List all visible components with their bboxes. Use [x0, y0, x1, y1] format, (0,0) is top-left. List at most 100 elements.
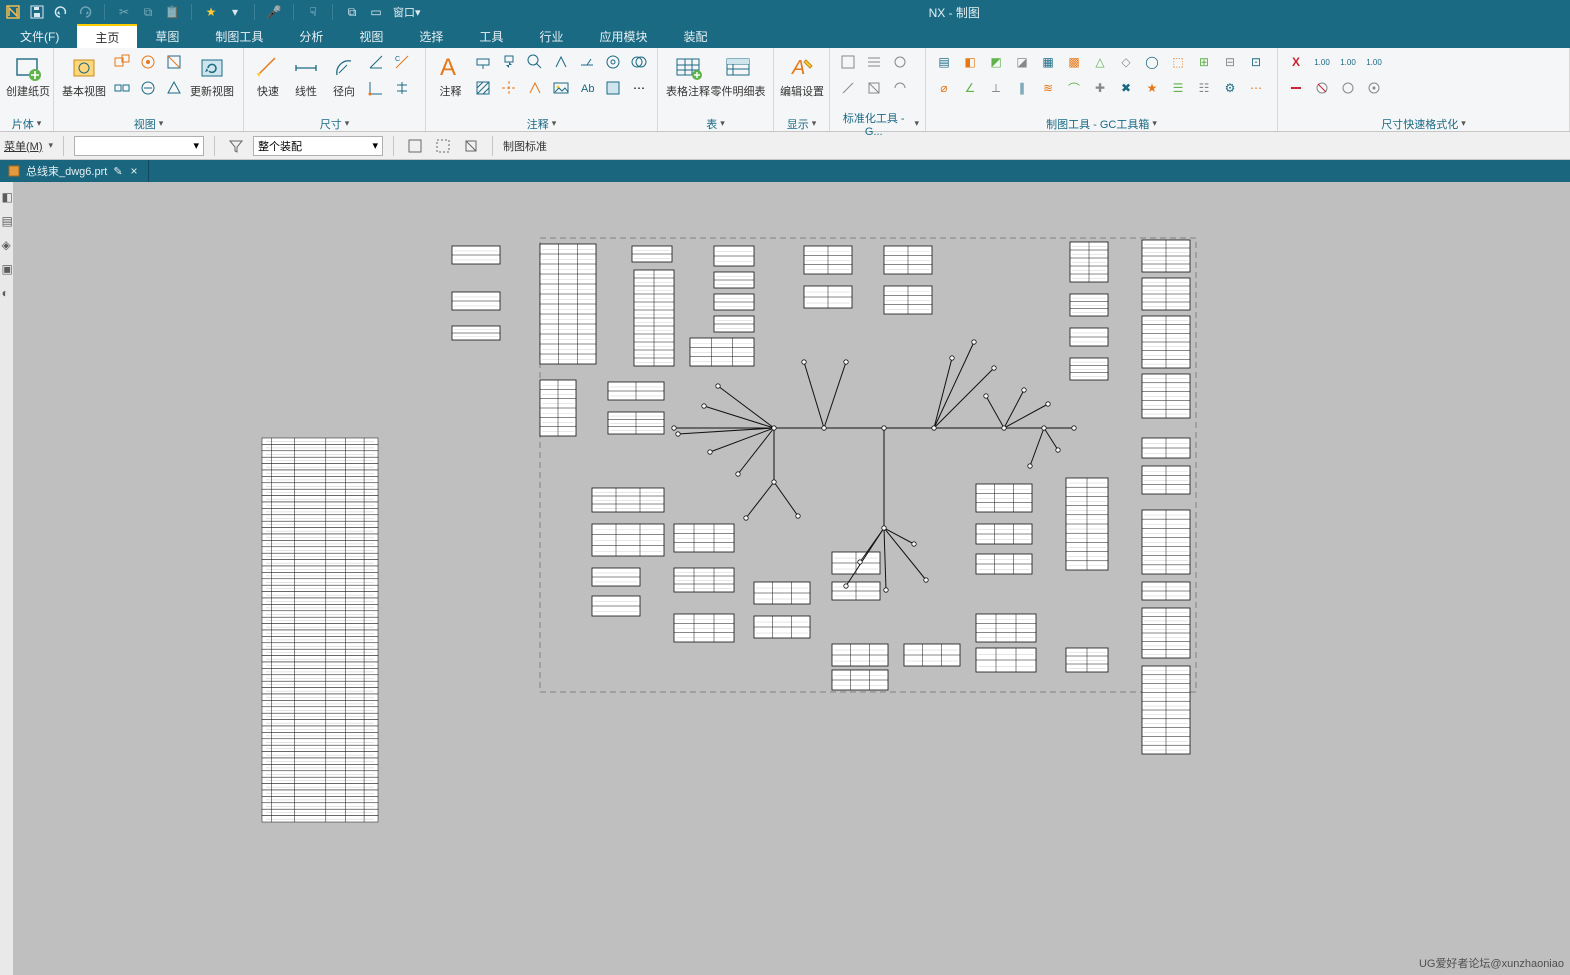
- dimfmt-7-icon[interactable]: [1336, 76, 1360, 100]
- gc-tool-23-icon[interactable]: ☰: [1166, 76, 1190, 100]
- gc-tool-18-icon[interactable]: ≋: [1036, 76, 1060, 100]
- symbol-icon[interactable]: [523, 76, 547, 100]
- save-icon[interactable]: [28, 3, 46, 21]
- gc-tool-15-icon[interactable]: ∠: [958, 76, 982, 100]
- balloon-icon[interactable]: [523, 50, 547, 74]
- weld-icon[interactable]: [575, 50, 599, 74]
- drawing-canvas[interactable]: UG爱好者论坛@xunzhaoniao: [14, 182, 1570, 975]
- window-menu[interactable]: 窗口▾: [391, 3, 423, 21]
- star-icon[interactable]: ★: [202, 3, 220, 21]
- gc-tool-6-icon[interactable]: ▩: [1062, 50, 1086, 74]
- copy-icon[interactable]: ⧉: [139, 3, 157, 21]
- sel-tool-2-icon[interactable]: [432, 135, 454, 157]
- angular-dim-icon[interactable]: [364, 50, 388, 74]
- gc-tool-7-icon[interactable]: △: [1088, 50, 1112, 74]
- tab-file[interactable]: 文件(F): [2, 24, 77, 48]
- gc-tool-2-icon[interactable]: ◧: [958, 50, 982, 74]
- gc-tool-14-icon[interactable]: ⌀: [932, 76, 956, 100]
- gc-tool-20-icon[interactable]: ✚: [1088, 76, 1112, 100]
- intersect-icon[interactable]: [627, 50, 651, 74]
- dimfmt-5-icon[interactable]: [1284, 76, 1308, 100]
- resource-item-1-icon[interactable]: ◧: [2, 190, 12, 200]
- section-view-icon[interactable]: [162, 50, 186, 74]
- gc-tool-11-icon[interactable]: ⊞: [1192, 50, 1216, 74]
- mic-icon[interactable]: 🎤: [265, 3, 283, 21]
- parts-list-button[interactable]: 零件明细表: [714, 50, 762, 98]
- target-icon[interactable]: [601, 50, 625, 74]
- base-view-button[interactable]: 基本视图: [60, 50, 108, 98]
- gc-tool-25-icon[interactable]: ⚙: [1218, 76, 1242, 100]
- tab-tools[interactable]: 工具: [461, 24, 521, 48]
- projected-view-icon[interactable]: [110, 50, 134, 74]
- window-icon[interactable]: ▭: [367, 3, 385, 21]
- cut-icon[interactable]: ✂: [115, 3, 133, 21]
- break-view-icon[interactable]: [110, 76, 134, 100]
- detail-view-icon[interactable]: [136, 50, 160, 74]
- gc-tool-10-icon[interactable]: ⬚: [1166, 50, 1190, 74]
- region-icon[interactable]: [601, 76, 625, 100]
- resource-item-4-icon[interactable]: ▣: [2, 262, 12, 272]
- tab-select[interactable]: 选择: [401, 24, 461, 48]
- dimfmt-4-icon[interactable]: 1.00: [1362, 50, 1386, 74]
- assembly-filter-combo[interactable]: 整个装配▾: [253, 136, 383, 156]
- std-tool-5-icon[interactable]: [862, 76, 886, 100]
- resource-item-3-icon[interactable]: ◈: [2, 238, 12, 248]
- hatch-icon[interactable]: [471, 76, 495, 100]
- tab-appmod[interactable]: 应用模块: [581, 24, 665, 48]
- feature-cs-icon[interactable]: [471, 50, 495, 74]
- auxiliary-view-icon[interactable]: [162, 76, 186, 100]
- dimfmt-2-icon[interactable]: 1.00: [1310, 50, 1334, 74]
- cascade-icon[interactable]: ⧉: [343, 3, 361, 21]
- tab-draft[interactable]: 制图工具: [197, 24, 281, 48]
- sel-tool-3-icon[interactable]: [460, 135, 482, 157]
- edit-settings-button[interactable]: A 编辑设置: [780, 50, 824, 98]
- gc-tool-13-icon[interactable]: ⊡: [1244, 50, 1268, 74]
- gc-tool-26-icon[interactable]: ⋯: [1244, 76, 1268, 100]
- tab-home[interactable]: 主页: [77, 24, 137, 48]
- gc-tool-5-icon[interactable]: ▦: [1036, 50, 1060, 74]
- radial-dim-button[interactable]: 径向: [326, 50, 362, 98]
- gc-tool-8-icon[interactable]: ◇: [1114, 50, 1138, 74]
- redo-icon[interactable]: [76, 3, 94, 21]
- menu-button[interactable]: 菜单(M): [4, 138, 43, 154]
- resource-item-2-icon[interactable]: ▤: [2, 214, 12, 224]
- nx-icon[interactable]: [4, 3, 22, 21]
- gc-tool-19-icon[interactable]: ⌒: [1062, 76, 1086, 100]
- image-icon[interactable]: [549, 76, 573, 100]
- new-sheet-button[interactable]: 创建纸页: [6, 50, 50, 98]
- std-tool-4-icon[interactable]: [836, 76, 860, 100]
- std-tool-6-icon[interactable]: [888, 76, 912, 100]
- rapid-dim-button[interactable]: 快速: [250, 50, 286, 98]
- gc-tool-17-icon[interactable]: ∥: [1010, 76, 1034, 100]
- dimfmt-1-icon[interactable]: X: [1284, 50, 1308, 74]
- linear-dim-button[interactable]: 线性: [288, 50, 324, 98]
- tab-sketch[interactable]: 草图: [137, 24, 197, 48]
- gc-tool-1-icon[interactable]: ▤: [932, 50, 956, 74]
- gc-tool-16-icon[interactable]: ⟂: [984, 76, 1008, 100]
- dimfmt-8-icon[interactable]: [1362, 76, 1386, 100]
- text-icon[interactable]: Ab: [575, 76, 599, 100]
- std-tool-3-icon[interactable]: [888, 50, 912, 74]
- std-tool-1-icon[interactable]: [836, 50, 860, 74]
- dimfmt-6-icon[interactable]: [1310, 76, 1334, 100]
- tab-industry[interactable]: 行业: [521, 24, 581, 48]
- resource-item-5-icon[interactable]: ◐: [2, 286, 12, 296]
- gc-tool-22-icon[interactable]: ★: [1140, 76, 1164, 100]
- note-button[interactable]: A 注释: [432, 50, 469, 98]
- recent-dropdown-icon[interactable]: ▾: [226, 3, 244, 21]
- selection-filter-combo[interactable]: ▾: [74, 136, 204, 156]
- chamfer-dim-icon[interactable]: C: [390, 50, 414, 74]
- tab-assy[interactable]: 装配: [665, 24, 725, 48]
- filter-icon[interactable]: [225, 135, 247, 157]
- centerline-icon[interactable]: [497, 76, 521, 100]
- gc-tool-9-icon[interactable]: ◯: [1140, 50, 1164, 74]
- sel-tool-1-icon[interactable]: [404, 135, 426, 157]
- paste-icon[interactable]: 📋: [163, 3, 181, 21]
- surface-finish-icon[interactable]: [549, 50, 573, 74]
- view-wizard-icon[interactable]: [136, 76, 160, 100]
- dimfmt-3-icon[interactable]: 1.00: [1336, 50, 1360, 74]
- gc-tool-12-icon[interactable]: ⊟: [1218, 50, 1242, 74]
- thickness-dim-icon[interactable]: [390, 76, 414, 100]
- update-view-button[interactable]: 更新视图: [188, 50, 236, 98]
- gc-tool-4-icon[interactable]: ◪: [1010, 50, 1034, 74]
